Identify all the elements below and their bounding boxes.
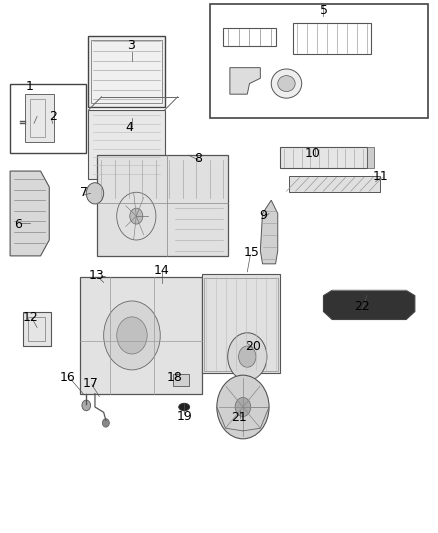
- Circle shape: [82, 400, 91, 411]
- Bar: [23, 312, 51, 346]
- Bar: [293, 22, 371, 54]
- Text: 3: 3: [127, 39, 135, 52]
- Text: 14: 14: [154, 264, 170, 277]
- Text: 17: 17: [83, 377, 99, 390]
- Ellipse shape: [179, 403, 190, 411]
- Text: 1: 1: [26, 80, 34, 93]
- Bar: [367, 147, 374, 168]
- Text: 18: 18: [167, 372, 183, 384]
- Bar: [173, 374, 188, 386]
- Text: 22: 22: [354, 300, 370, 313]
- Text: 9: 9: [259, 208, 267, 222]
- Bar: [28, 317, 45, 341]
- Polygon shape: [230, 68, 260, 94]
- Text: 13: 13: [88, 269, 104, 282]
- Circle shape: [157, 280, 168, 293]
- Bar: [223, 28, 276, 46]
- Text: 21: 21: [231, 411, 247, 424]
- Bar: [80, 277, 201, 394]
- Bar: [30, 100, 45, 136]
- Text: 15: 15: [243, 246, 259, 259]
- Ellipse shape: [86, 183, 104, 204]
- Bar: [201, 274, 280, 373]
- Text: 20: 20: [245, 340, 261, 352]
- Polygon shape: [289, 176, 380, 192]
- Text: 4: 4: [126, 121, 134, 134]
- Ellipse shape: [278, 76, 295, 92]
- Circle shape: [130, 208, 143, 224]
- Bar: [88, 36, 165, 108]
- Text: 10: 10: [305, 147, 321, 159]
- Bar: [97, 155, 228, 256]
- Circle shape: [228, 333, 267, 381]
- Polygon shape: [260, 200, 278, 264]
- Text: 6: 6: [14, 217, 22, 231]
- Bar: [25, 94, 53, 142]
- Text: 5: 5: [320, 4, 328, 18]
- Text: 8: 8: [194, 152, 202, 165]
- Polygon shape: [10, 171, 49, 256]
- Circle shape: [117, 317, 147, 354]
- Ellipse shape: [271, 69, 302, 98]
- Circle shape: [98, 277, 110, 290]
- Circle shape: [104, 301, 160, 370]
- Circle shape: [235, 398, 251, 417]
- Text: 7: 7: [80, 186, 88, 199]
- Text: 16: 16: [60, 372, 75, 384]
- Bar: [204, 278, 278, 371]
- Text: 12: 12: [23, 311, 39, 325]
- Bar: [210, 4, 428, 118]
- Bar: [88, 110, 165, 179]
- Bar: [91, 39, 162, 103]
- Text: 19: 19: [177, 409, 192, 423]
- Bar: [10, 84, 86, 152]
- Text: 11: 11: [373, 170, 389, 183]
- Circle shape: [102, 419, 110, 427]
- Circle shape: [217, 375, 269, 439]
- Bar: [280, 147, 367, 168]
- Text: 2: 2: [49, 110, 57, 124]
- Circle shape: [239, 346, 256, 367]
- Circle shape: [101, 280, 107, 287]
- Polygon shape: [323, 290, 415, 319]
